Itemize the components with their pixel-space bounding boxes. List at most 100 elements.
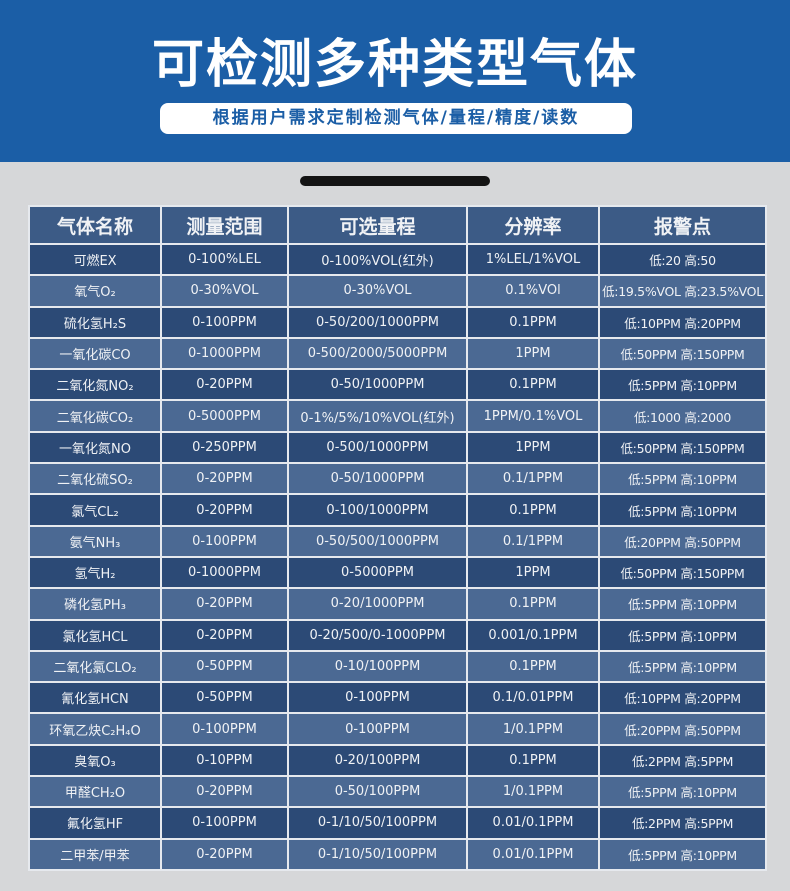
cell-resolution: 1PPM: [466, 555, 600, 590]
cell-gas-name: 可燃EX: [28, 242, 162, 277]
subtitle-pill: 根据用户需求定制检测气体/量程/精度/读数: [160, 103, 632, 134]
cell-optional-range: 0-30%VOL: [287, 274, 468, 308]
cell-gas-name: 二氧化硫SO₂: [28, 462, 162, 496]
cell-gas-name: 二甲苯/甲苯: [28, 837, 162, 871]
cell-optional-range: 0-10/100PPM: [287, 649, 468, 684]
cell-range: 0-50PPM: [160, 681, 289, 715]
cell-gas-name: 臭氧O₃: [28, 743, 162, 778]
cell-resolution: 0.1PPM: [466, 305, 600, 339]
cell-alarm: 低:5PPM 高:10PPM: [598, 368, 767, 402]
table-row: 二甲苯/甲苯 0-20PPM 0-1/10/50/100PPM 0.01/0.1PPM…: [28, 837, 767, 871]
cell-alarm: 低:1000 高:2000: [598, 399, 767, 433]
column-header-gas-name: 气体名称: [28, 205, 162, 245]
cell-optional-range: 0-20/100PPM: [287, 743, 468, 778]
cell-range: 0-100PPM: [160, 305, 289, 339]
cell-optional-range: 0-100%VOL(红外): [287, 242, 468, 277]
cell-optional-range: 0-500/1000PPM: [287, 430, 468, 465]
cell-gas-name: 氨气NH₃: [28, 524, 162, 558]
cell-gas-name: 磷化氢PH₃: [28, 587, 162, 621]
cell-optional-range: 0-50/200/1000PPM: [287, 305, 468, 339]
cell-resolution: 1PPM/0.1%VOL: [466, 399, 600, 433]
cell-range: 0-20PPM: [160, 462, 289, 496]
cell-resolution: 1/0.1PPM: [466, 775, 600, 809]
cell-alarm: 低:5PPM 高:10PPM: [598, 649, 767, 684]
cell-alarm: 低:20PPM 高:50PPM: [598, 712, 767, 746]
cell-alarm: 低:10PPM 高:20PPM: [598, 305, 767, 339]
cell-range: 0-5000PPM: [160, 399, 289, 433]
cell-gas-name: 氰化氢HCN: [28, 681, 162, 715]
page-title: 可检测多种类型气体: [151, 35, 638, 95]
cell-range: 0-10PPM: [160, 743, 289, 778]
cell-range: 0-1000PPM: [160, 336, 289, 371]
cell-alarm: 低:5PPM 高:10PPM: [598, 775, 767, 809]
table-row: 硫化氢H₂S 0-100PPM 0-50/200/1000PPM 0.1PPM 低:10…: [28, 305, 767, 339]
cell-gas-name: 氧气O₂: [28, 274, 162, 308]
cell-optional-range: 0-50/500/1000PPM: [287, 524, 468, 558]
cell-alarm: 低:5PPM 高:10PPM: [598, 462, 767, 496]
table-row: 二氧化氯CLO₂ 0-50PPM 0-10/100PPM 0.1PPM 低:5PPM 高…: [28, 649, 767, 684]
cell-resolution: 0.1PPM: [466, 587, 600, 621]
cell-alarm: 低:50PPM 高:150PPM: [598, 555, 767, 590]
cell-range: 0-20PPM: [160, 775, 289, 809]
cell-optional-range: 0-50/1000PPM: [287, 462, 468, 496]
cell-optional-range: 0-100PPM: [287, 681, 468, 715]
cell-alarm: 低:20PPM 高:50PPM: [598, 524, 767, 558]
cell-optional-range: 0-100/1000PPM: [287, 493, 468, 527]
cell-resolution: 0.1/1PPM: [466, 524, 600, 558]
cell-resolution: 0.1PPM: [466, 493, 600, 527]
cell-optional-range: 0-5000PPM: [287, 555, 468, 590]
cell-range: 0-20PPM: [160, 587, 289, 621]
cell-alarm: 低:19.5%VOL 高:23.5%VOL: [598, 274, 767, 308]
divider-bar: [300, 176, 490, 186]
cell-alarm: 低:5PPM 高:10PPM: [598, 618, 767, 652]
cell-resolution: 0.1PPM: [466, 368, 600, 402]
cell-alarm: 低:5PPM 高:10PPM: [598, 587, 767, 621]
column-header-range: 测量范围: [160, 205, 289, 245]
gas-spec-table: 气体名称 测量范围 可选量程 分辨率 报警点 可燃EX 0-100%LEL 0-10…: [28, 205, 767, 871]
cell-optional-range: 0-500/2000/5000PPM: [287, 336, 468, 371]
column-header-resolution: 分辨率: [466, 205, 600, 245]
table-row: 氯化氢HCL 0-20PPM 0-20/500/0-1000PPM 0.001/0.1…: [28, 618, 767, 652]
cell-gas-name: 二氧化氮NO₂: [28, 368, 162, 402]
cell-resolution: 0.01/0.1PPM: [466, 806, 600, 840]
cell-range: 0-100PPM: [160, 524, 289, 558]
cell-alarm: 低:5PPM 高:10PPM: [598, 493, 767, 527]
cell-optional-range: 0-20/1000PPM: [287, 587, 468, 621]
cell-alarm: 低:2PPM 高:5PPM: [598, 806, 767, 840]
cell-optional-range: 0-50/100PPM: [287, 775, 468, 809]
table-row: 氧气O₂ 0-30%VOL 0-30%VOL 0.1%VOl 低:19.5%VOL 高:…: [28, 274, 767, 308]
cell-alarm: 低:10PPM 高:20PPM: [598, 681, 767, 715]
cell-range: 0-20PPM: [160, 368, 289, 402]
cell-range: 0-20PPM: [160, 618, 289, 652]
cell-resolution: 0.01/0.1PPM: [466, 837, 600, 871]
cell-range: 0-30%VOL: [160, 274, 289, 308]
cell-alarm: 低:5PPM 高:10PPM: [598, 837, 767, 871]
cell-alarm: 低:50PPM 高:150PPM: [598, 430, 767, 465]
table-row: 甲醛CH₂O 0-20PPM 0-50/100PPM 1/0.1PPM 低:5PPM 高…: [28, 775, 767, 809]
cell-optional-range: 0-50/1000PPM: [287, 368, 468, 402]
table-row: 臭氧O₃ 0-10PPM 0-20/100PPM 0.1PPM 低:2PPM 高:5PP…: [28, 743, 767, 778]
cell-range: 0-100PPM: [160, 806, 289, 840]
cell-gas-name: 甲醛CH₂O: [28, 775, 162, 809]
table-row: 二氧化碳CO₂ 0-5000PPM 0-1%/5%/10%VOL(红外) 1PPM/0…: [28, 399, 767, 433]
cell-gas-name: 二氧化氯CLO₂: [28, 649, 162, 684]
table-row: 氰化氢HCN 0-50PPM 0-100PPM 0.1/0.01PPM 低:10PPM …: [28, 681, 767, 715]
cell-resolution: 0.1PPM: [466, 649, 600, 684]
cell-gas-name: 环氧乙炔C₂H₄O: [28, 712, 162, 746]
cell-resolution: 1PPM: [466, 336, 600, 371]
cell-resolution: 0.001/0.1PPM: [466, 618, 600, 652]
cell-range: 0-100PPM: [160, 712, 289, 746]
cell-range: 0-50PPM: [160, 649, 289, 684]
cell-optional-range: 0-20/500/0-1000PPM: [287, 618, 468, 652]
cell-resolution: 0.1/0.01PPM: [466, 681, 600, 715]
table-row: 氯气CL₂ 0-20PPM 0-100/1000PPM 0.1PPM 低:5PPM 高:…: [28, 493, 767, 527]
column-header-alarm: 报警点: [598, 205, 767, 245]
cell-optional-range: 0-100PPM: [287, 712, 468, 746]
cell-gas-name: 氟化氢HF: [28, 806, 162, 840]
cell-gas-name: 硫化氢H₂S: [28, 305, 162, 339]
column-header-optional-range: 可选量程: [287, 205, 468, 245]
cell-gas-name: 氯气CL₂: [28, 493, 162, 527]
cell-range: 0-100%LEL: [160, 242, 289, 277]
header-banner: 可检测多种类型气体 根据用户需求定制检测气体/量程/精度/读数: [0, 0, 790, 162]
table-row: 可燃EX 0-100%LEL 0-100%VOL(红外) 1%LEL/1%VOL 低:2…: [28, 242, 767, 277]
